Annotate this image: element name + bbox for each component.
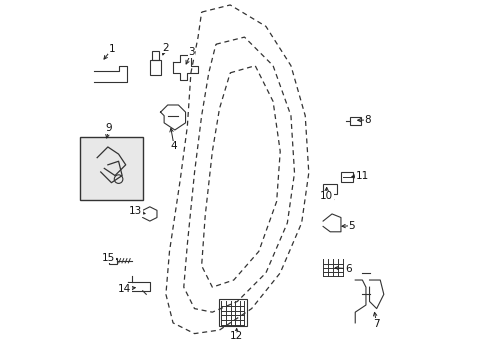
Text: 10: 10: [320, 191, 332, 201]
Text: 8: 8: [364, 115, 370, 125]
Text: 11: 11: [355, 171, 368, 181]
Text: 4: 4: [170, 141, 177, 151]
Bar: [108, 257, 116, 264]
Bar: [151, 51, 159, 60]
Bar: [149, 60, 160, 75]
Bar: [323, 184, 337, 194]
Text: 13: 13: [129, 206, 142, 216]
Text: 14: 14: [118, 284, 131, 294]
Text: 3: 3: [188, 47, 195, 57]
Text: 1: 1: [109, 44, 115, 54]
Text: 5: 5: [347, 221, 354, 231]
Text: 9: 9: [105, 123, 112, 133]
Bar: [219, 298, 247, 327]
Bar: [80, 137, 142, 200]
Bar: [340, 172, 353, 182]
Bar: [349, 117, 361, 125]
Text: 12: 12: [229, 332, 243, 342]
Text: 7: 7: [373, 319, 379, 329]
Text: 2: 2: [162, 43, 168, 53]
Text: 6: 6: [344, 264, 351, 274]
Text: 15: 15: [102, 252, 115, 262]
